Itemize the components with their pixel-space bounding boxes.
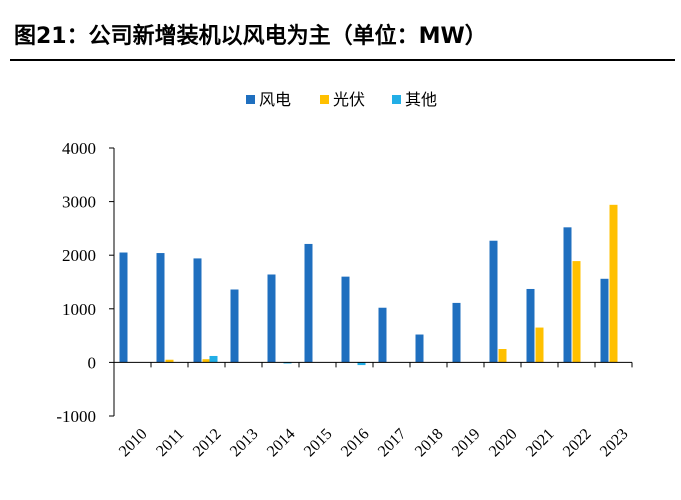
bar-solar <box>498 349 507 363</box>
bar-wind <box>156 253 165 363</box>
bar-wind <box>119 252 128 363</box>
title-underline <box>10 59 675 61</box>
bar-wind <box>526 288 535 363</box>
x-tick-label: 2012 <box>190 425 225 460</box>
legend-swatch <box>392 95 401 104</box>
legend-label: 其他 <box>405 90 437 109</box>
bar-solar <box>535 327 544 363</box>
y-tick-label: -1000 <box>56 407 96 426</box>
bar-wind <box>563 227 572 363</box>
bar-wind <box>267 274 276 363</box>
x-tick-label: 2014 <box>264 425 299 460</box>
legend-swatch <box>246 95 255 104</box>
bar-other <box>357 362 366 366</box>
y-tick-label: 2000 <box>62 246 96 265</box>
x-tick-label: 2011 <box>153 426 187 460</box>
x-tick-label: 2015 <box>301 425 336 460</box>
x-tick-label: 2023 <box>597 425 632 460</box>
bar-wind <box>230 289 239 363</box>
bar-solar <box>202 359 211 363</box>
x-tick-label: 2018 <box>412 425 447 460</box>
bar-solar <box>572 261 581 363</box>
x-tick-label: 2016 <box>338 425 373 460</box>
page-title: 图21：公司新增装机以风电为主（单位：MW） <box>14 24 487 49</box>
x-tick-label: 2022 <box>560 425 595 460</box>
bar-wind <box>341 276 350 363</box>
legend-label: 光伏 <box>333 90 365 109</box>
x-tick-label: 2021 <box>523 425 558 460</box>
bar-series <box>119 204 618 366</box>
bar-solar <box>165 359 174 363</box>
bar-other <box>283 362 292 364</box>
bar-solar <box>609 204 618 363</box>
chart-axes <box>113 148 633 416</box>
x-tick-label: 2017 <box>375 425 410 460</box>
x-tick-label: 2019 <box>449 425 484 460</box>
bar-wind <box>415 334 424 363</box>
chart-legend: 风电 光伏 其他 <box>246 90 437 109</box>
bar-other <box>209 355 218 363</box>
x-tick-label: 2020 <box>486 425 521 460</box>
bar-wind <box>193 258 202 363</box>
y-tick-label: 0 <box>88 353 97 372</box>
bar-wind <box>304 243 313 363</box>
bar-wind <box>378 307 387 363</box>
legend-swatch <box>320 95 329 104</box>
y-tick-label: 4000 <box>62 139 96 158</box>
legend-label: 风电 <box>259 90 291 109</box>
bar-wind <box>489 240 498 363</box>
x-tick-label: 2013 <box>227 425 262 460</box>
x-axis-ticks: 2010 2011 2012 2013 2014 2015 2016 2017 2018 2019… <box>116 425 632 460</box>
y-axis-ticks: -1000 0 1000 2000 3000 4000 <box>56 139 114 426</box>
bar-wind <box>600 278 609 363</box>
bar-wind <box>452 302 461 363</box>
x-tick-label: 2010 <box>116 425 151 460</box>
y-tick-label: 3000 <box>62 193 96 212</box>
y-tick-label: 1000 <box>62 300 96 319</box>
